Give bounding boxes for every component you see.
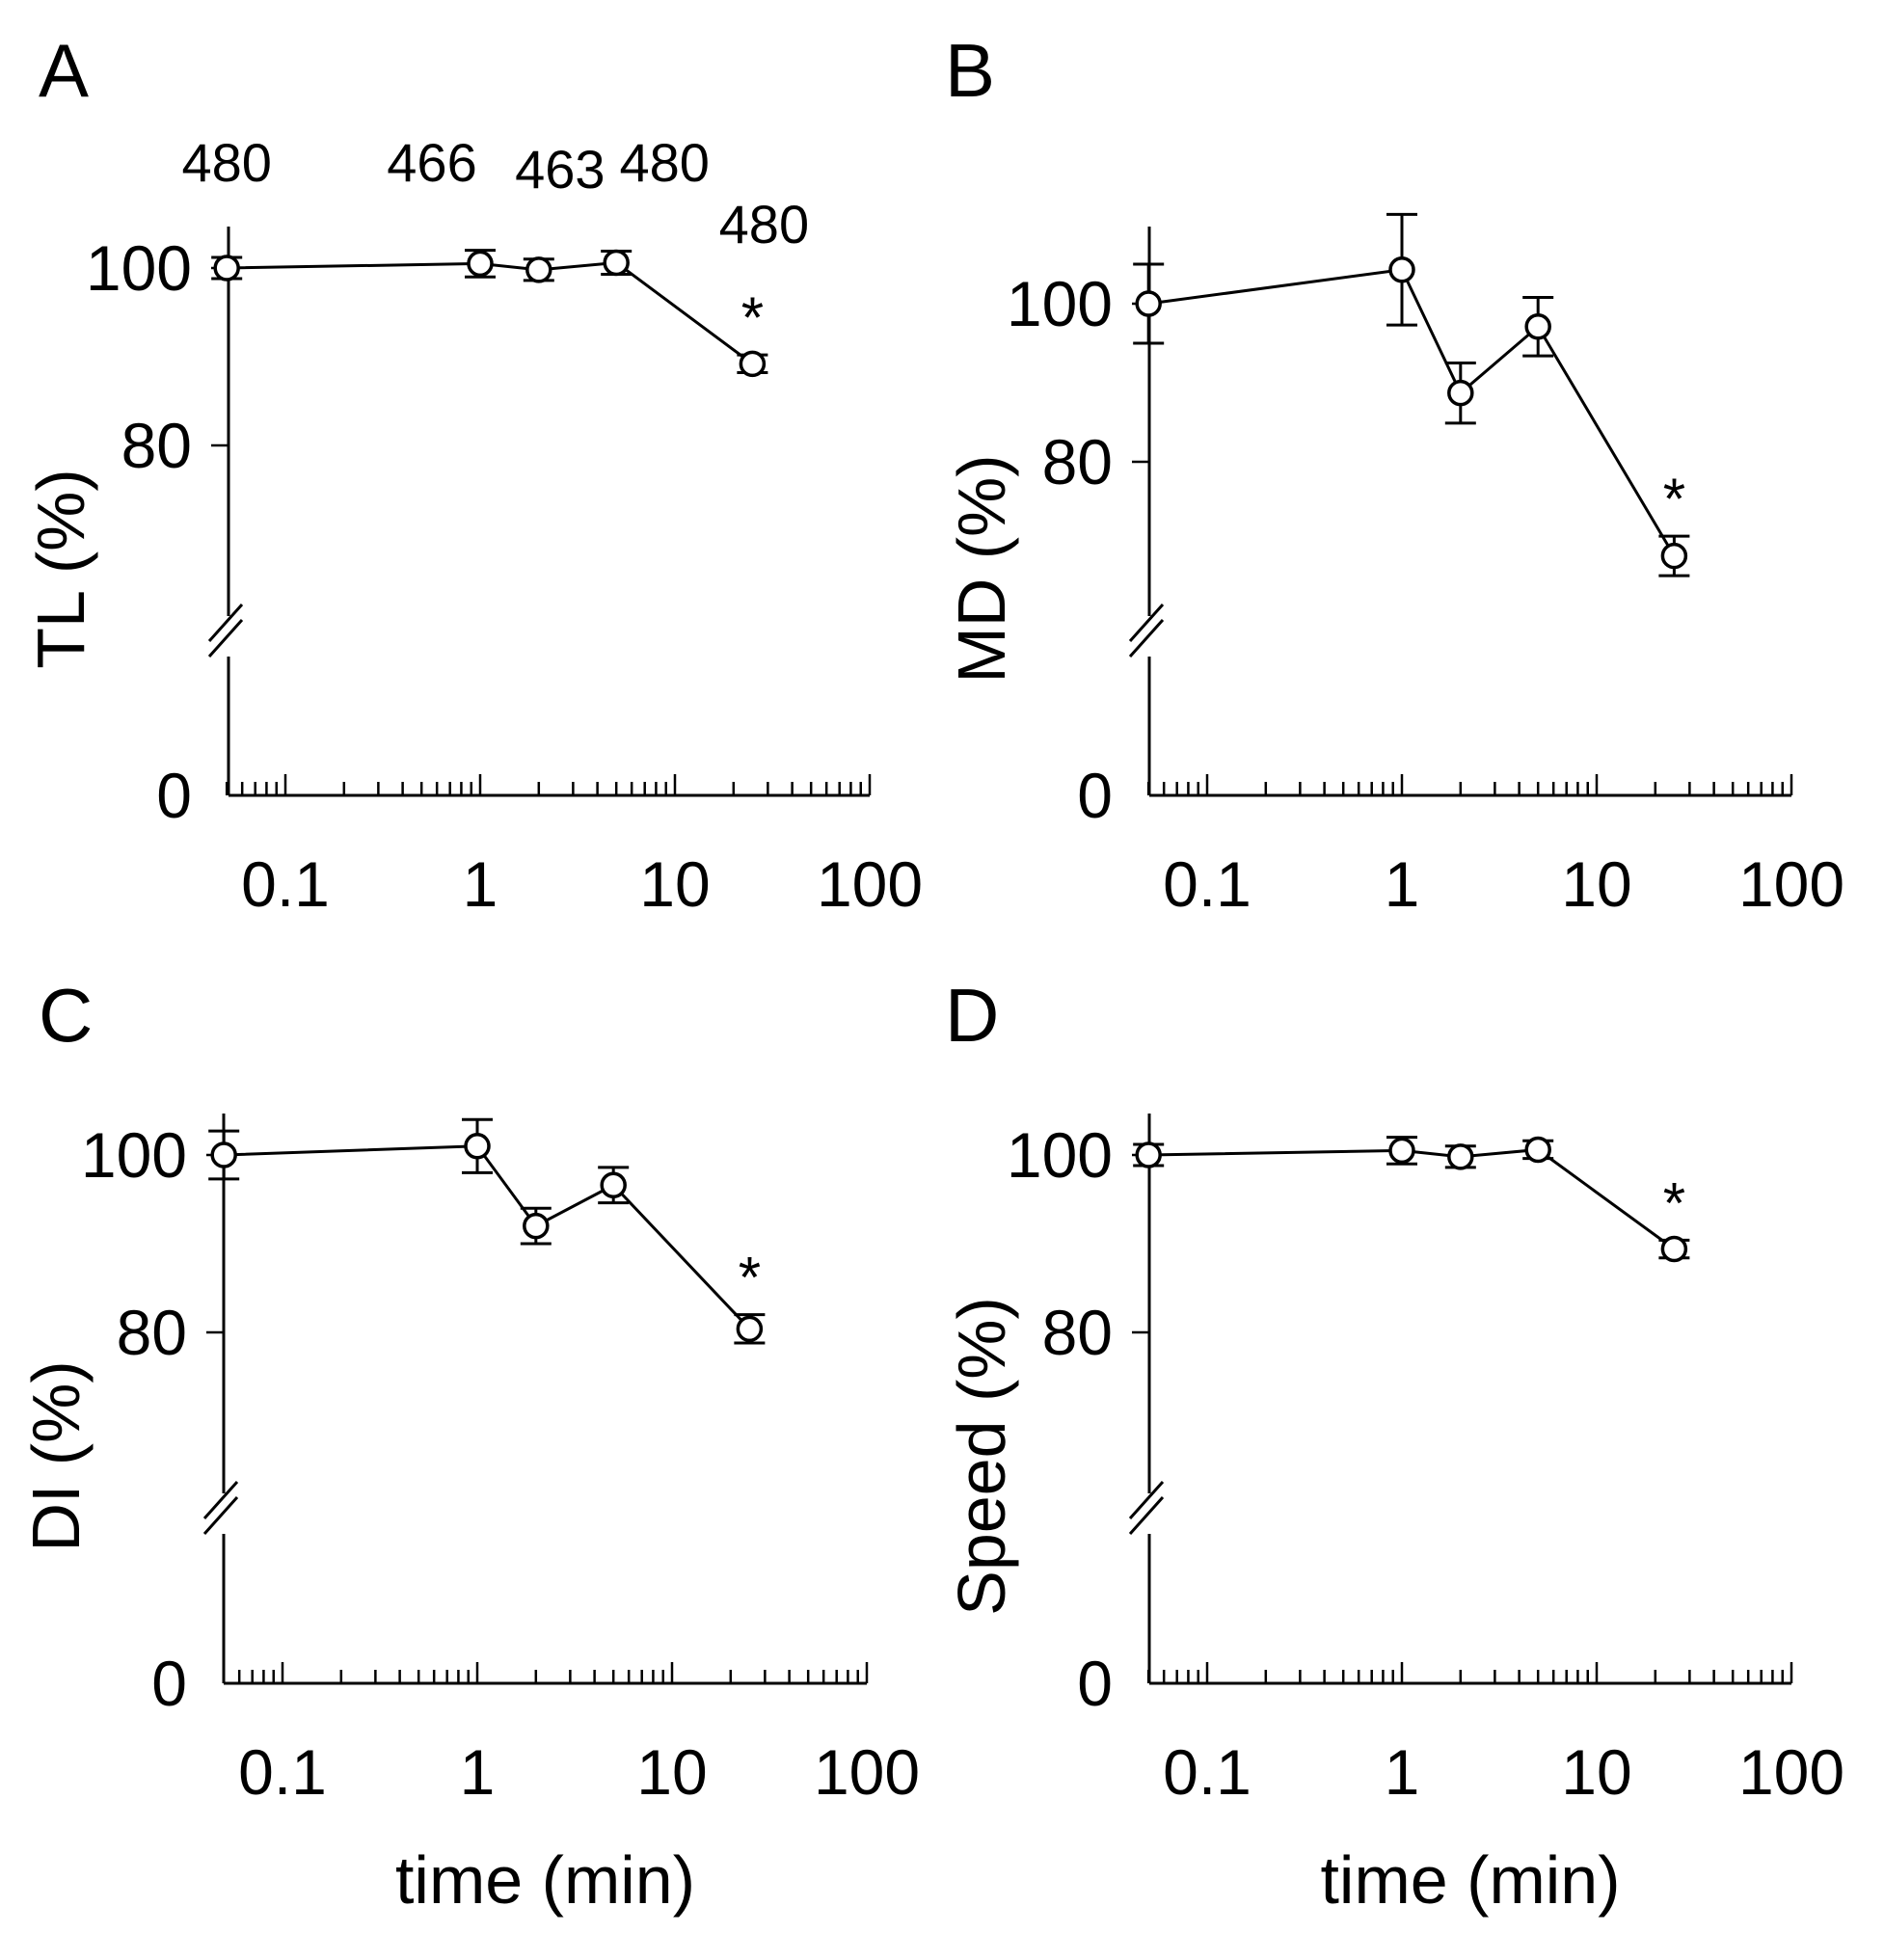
x-tick-label: 10 xyxy=(639,848,710,920)
x-tick-label: 100 xyxy=(1738,1736,1844,1808)
panel-b: B 0.1 1 10 100 0 80 100 MD (%) * xyxy=(944,28,1844,920)
data-point xyxy=(1660,542,1688,570)
axis-break-mark xyxy=(1128,603,1165,643)
x-tick-label: 10 xyxy=(1561,1736,1631,1808)
x-tick-label: 1 xyxy=(1385,1736,1420,1808)
x-tick-label: 100 xyxy=(1738,848,1844,920)
data-point xyxy=(739,350,767,378)
axis-break-mark xyxy=(1128,618,1165,658)
axis-break-mark xyxy=(1128,1495,1165,1536)
y-tick-label: 80 xyxy=(1042,1297,1113,1368)
y-axis-label: DI (%) xyxy=(18,1360,94,1551)
data-point xyxy=(600,1171,627,1199)
sample-count-label: 480 xyxy=(719,194,809,255)
axis-break-mark xyxy=(207,603,244,643)
significance-marker: * xyxy=(1663,467,1685,531)
y-tick-label: 0 xyxy=(1077,760,1113,831)
data-point xyxy=(1135,1141,1162,1168)
data-point xyxy=(1388,255,1415,283)
x-tick-label: 0.1 xyxy=(241,848,330,920)
sample-count-label: 480 xyxy=(619,132,709,193)
panel-label: C xyxy=(39,973,93,1058)
y-axis-label: Speed (%) xyxy=(944,1297,1019,1616)
data-point xyxy=(1447,379,1474,407)
significance-marker: * xyxy=(739,1246,761,1310)
panel-c: C 0.1 1 10 100 0 80 100 DI (%) time (min) * xyxy=(18,973,920,1918)
y-tick-label: 80 xyxy=(117,1297,187,1368)
axis-break-mark xyxy=(207,618,244,658)
panel-d: D 0.1 1 10 100 0 80 100 Speed (%) time (min) * xyxy=(944,973,1844,1918)
data-point xyxy=(1524,313,1551,340)
data-point xyxy=(1135,290,1162,317)
data-point xyxy=(1660,1235,1688,1263)
significance-marker: * xyxy=(741,285,764,350)
x-tick-label: 100 xyxy=(817,848,923,920)
y-axis-label: TL (%) xyxy=(23,469,98,668)
data-point xyxy=(525,256,552,283)
data-point xyxy=(523,1212,550,1240)
data-point xyxy=(603,249,630,277)
x-tick-label: 10 xyxy=(1561,848,1631,920)
data-point xyxy=(464,1133,491,1160)
x-tick-label: 100 xyxy=(814,1736,920,1808)
y-tick-label: 100 xyxy=(1007,268,1113,339)
data-point xyxy=(1388,1137,1415,1165)
x-tick-label: 1 xyxy=(463,848,498,920)
x-tick-label: 1 xyxy=(1385,848,1420,920)
sample-count-label: 466 xyxy=(387,132,476,193)
x-tick-label: 0.1 xyxy=(1163,1736,1252,1808)
sample-count-label: 463 xyxy=(515,139,605,200)
sample-count-label: 480 xyxy=(181,132,271,193)
y-tick-label: 0 xyxy=(151,1648,187,1719)
y-tick-label: 100 xyxy=(81,1119,187,1191)
data-point xyxy=(467,250,494,278)
x-tick-label: 0.1 xyxy=(1163,848,1252,920)
axis-break-mark xyxy=(1128,1480,1165,1520)
y-tick-label: 100 xyxy=(86,232,192,304)
data-point xyxy=(210,1141,237,1168)
y-tick-label: 80 xyxy=(1042,426,1113,497)
axis-break-mark xyxy=(202,1480,239,1520)
data-point xyxy=(1447,1143,1474,1170)
x-tick-label: 0.1 xyxy=(238,1736,327,1808)
series-line xyxy=(1147,268,1676,557)
significance-marker: * xyxy=(1663,1170,1685,1235)
y-axis-label: MD (%) xyxy=(944,454,1019,683)
axis-break-mark xyxy=(202,1495,239,1536)
panel-label: B xyxy=(945,28,995,113)
data-point xyxy=(736,1315,764,1343)
y-tick-label: 0 xyxy=(156,760,192,831)
y-tick-label: 80 xyxy=(121,410,192,481)
panel-label: D xyxy=(945,973,999,1058)
x-axis-label: time (min) xyxy=(395,1842,695,1918)
panel-label: A xyxy=(39,28,89,113)
y-tick-label: 0 xyxy=(1077,1648,1113,1719)
x-axis-label: time (min) xyxy=(1320,1842,1620,1918)
x-tick-label: 10 xyxy=(636,1736,707,1808)
data-point xyxy=(213,255,240,282)
data-point xyxy=(1524,1136,1551,1164)
x-tick-label: 1 xyxy=(460,1736,496,1808)
y-tick-label: 100 xyxy=(1007,1119,1113,1191)
